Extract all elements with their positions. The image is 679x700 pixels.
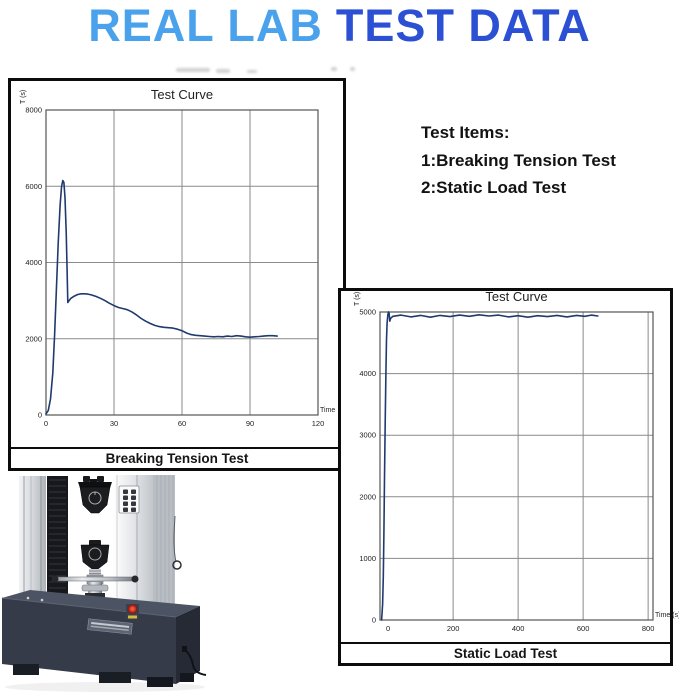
machine-handwheel xyxy=(51,575,139,583)
machine-lower-grip xyxy=(51,540,139,600)
svg-text:Test Curve: Test Curve xyxy=(151,87,213,102)
svg-text:600: 600 xyxy=(577,624,590,633)
page-title-part2: TEST DATA xyxy=(335,0,591,51)
testing-machine-svg xyxy=(1,475,207,692)
page-title-part1: REAL LAB xyxy=(88,0,323,51)
static-load-chart: 0 1000 2000 3000 4000 5000 0 200 400 600 800 Test C… xyxy=(354,289,679,633)
breaking-tension-chart-panel: 0 2000 4000 6000 8000 0 30 60 90 120 Test Curve T (… xyxy=(8,78,346,471)
machine-left-column xyxy=(19,476,46,602)
chart-caption-static-load: Static Load Test xyxy=(341,642,670,663)
svg-text:3000: 3000 xyxy=(359,431,376,440)
svg-text:T (s): T (s) xyxy=(354,292,361,306)
svg-text:30: 30 xyxy=(110,419,118,428)
testing-machine-illustration xyxy=(0,474,220,695)
machine-base xyxy=(1,590,207,687)
svg-text:200: 200 xyxy=(447,624,460,633)
machine-emergency-stop-button xyxy=(126,604,139,619)
svg-text:4000: 4000 xyxy=(25,258,42,267)
machine-foot xyxy=(180,673,194,682)
machine-power-cord xyxy=(182,646,207,676)
test-items-block: Test Items: 1:Breaking Tension Test 2:St… xyxy=(421,119,616,202)
artifact-smudge xyxy=(216,69,230,73)
svg-text:0: 0 xyxy=(38,411,42,420)
machine-foot xyxy=(99,672,131,683)
machine-name-plate xyxy=(87,618,133,635)
svg-text:0: 0 xyxy=(386,624,390,633)
svg-text:8000: 8000 xyxy=(25,106,42,115)
svg-text:Time (s): Time (s) xyxy=(655,612,679,619)
svg-text:120: 120 xyxy=(312,419,325,428)
machine-sensor-wire xyxy=(172,515,182,570)
chart-caption-breaking-tension: Breaking Tension Test xyxy=(11,447,343,468)
artifact-smudge xyxy=(350,67,355,71)
machine-control-panel xyxy=(118,485,140,514)
static-load-chart-panel: 0 1000 2000 3000 4000 5000 0 200 400 600 800 Test C… xyxy=(338,288,679,666)
artifact-smudge xyxy=(247,70,257,73)
svg-text:T (s): T (s) xyxy=(20,90,27,104)
machine-foot xyxy=(13,664,39,675)
svg-text:4000: 4000 xyxy=(359,369,376,378)
machine-lead-screw xyxy=(47,476,68,604)
svg-text:90: 90 xyxy=(246,419,254,428)
svg-text:2000: 2000 xyxy=(359,492,376,501)
svg-text:800: 800 xyxy=(642,624,655,633)
test-items-heading: Test Items: xyxy=(421,123,510,142)
svg-text:1000: 1000 xyxy=(359,554,376,563)
svg-text:Time: Time xyxy=(320,407,335,414)
svg-text:0: 0 xyxy=(44,419,48,428)
breaking-tension-chart: 0 2000 4000 6000 8000 0 30 60 90 120 Test Curve T (… xyxy=(20,87,335,428)
svg-text:400: 400 xyxy=(512,624,525,633)
artifact-smudge xyxy=(176,68,210,72)
artifact-smudge xyxy=(331,67,337,71)
svg-text:6000: 6000 xyxy=(25,182,42,191)
svg-text:60: 60 xyxy=(178,419,186,428)
test-item-2: 2:Static Load Test xyxy=(421,178,567,197)
machine-foot xyxy=(147,677,173,687)
svg-text:Test Curve: Test Curve xyxy=(485,289,547,304)
machine-upper-grip xyxy=(78,476,112,514)
svg-text:0: 0 xyxy=(372,616,376,625)
machine-panel-buttons xyxy=(123,489,136,512)
page-title: REAL LAB TEST DATA xyxy=(0,0,679,52)
test-item-1: 1:Breaking Tension Test xyxy=(421,150,616,170)
svg-text:2000: 2000 xyxy=(25,334,42,343)
svg-text:5000: 5000 xyxy=(359,308,376,317)
